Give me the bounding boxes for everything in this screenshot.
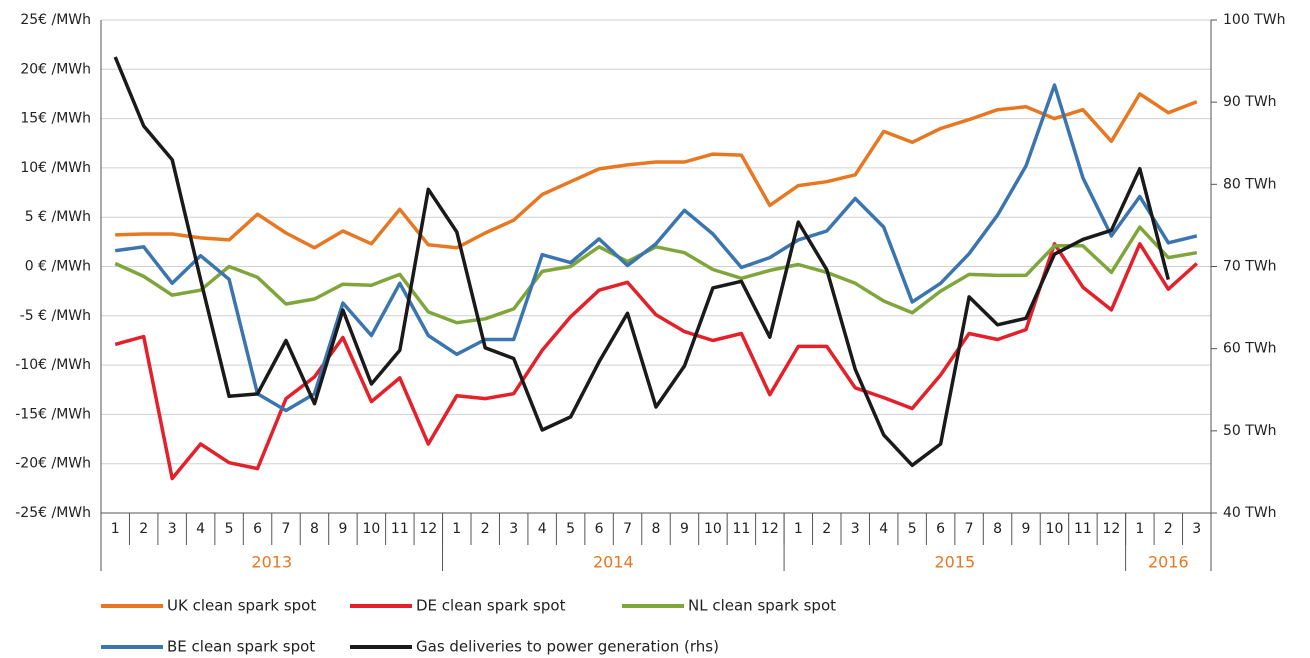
x-tick-label: 10	[362, 521, 380, 537]
y-tick-label: 20€ /MWh	[20, 61, 91, 77]
x-tick-label: 12	[761, 521, 779, 537]
x-tick-label: 2	[1164, 521, 1173, 537]
y-tick-label: -20€ /MWh	[15, 456, 91, 472]
x-tick-label: 1	[1135, 521, 1144, 537]
x-tick-label: 3	[509, 521, 518, 537]
legend-label: BE clean spark spot	[167, 638, 315, 656]
y-tick-label: -10€ /MWh	[15, 357, 91, 373]
x-tick-label: 1	[794, 521, 803, 537]
x-tick-label: 12	[419, 521, 437, 537]
x-tick-label: 4	[879, 521, 888, 537]
year-label: 2015	[934, 553, 975, 572]
y2-tick-label: 80 TWh	[1223, 176, 1277, 192]
y2-tick-label: 40 TWh	[1223, 505, 1277, 521]
year-label: 2016	[1148, 553, 1189, 572]
x-tick-label: 8	[652, 521, 661, 537]
series-line	[114, 242, 1198, 481]
y-tick-label: 10€ /MWh	[20, 160, 91, 176]
x-tick-label: 2	[481, 521, 490, 537]
y-tick-label: -15€ /MWh	[15, 406, 91, 422]
y-tick-label: 5 € /MWh	[25, 209, 91, 225]
series-line	[115, 92, 1198, 250]
x-tick-label: 9	[680, 521, 689, 537]
x-tick-label: 5	[566, 521, 575, 537]
y-tick-label: 15€ /MWh	[20, 111, 91, 127]
x-tick-label: 4	[196, 521, 205, 537]
y2-tick-label: 90 TWh	[1223, 94, 1277, 110]
y-tick-label: -5 € /MWh	[20, 308, 91, 324]
legend-label: DE clean spark spot	[416, 597, 566, 615]
x-tick-label: 5	[225, 521, 234, 537]
legend-label: UK clean spark spot	[167, 597, 316, 615]
x-tick-label: 2	[822, 521, 831, 537]
x-tick-label: 7	[965, 521, 974, 537]
x-tick-label: 4	[538, 521, 547, 537]
y2-tick-label: 100 TWh	[1223, 12, 1285, 28]
x-tick-label: 10	[704, 521, 722, 537]
y-tick-label: -25€ /MWh	[15, 505, 91, 521]
x-tick-label: 11	[391, 521, 409, 537]
series-line	[114, 225, 1198, 325]
x-tick-label: 6	[253, 521, 262, 537]
x-tick-label: 3	[168, 521, 177, 537]
x-tick-label: 6	[936, 521, 945, 537]
x-tick-label: 11	[1074, 521, 1092, 537]
y2-tick-label: 70 TWh	[1223, 259, 1277, 275]
x-tick-label: 8	[993, 521, 1002, 537]
x-tick-label: 5	[908, 521, 917, 537]
year-label: 2013	[251, 553, 292, 572]
x-tick-label: 10	[1046, 521, 1064, 537]
x-tick-label: 7	[623, 521, 632, 537]
y2-tick-label: 60 TWh	[1223, 341, 1277, 357]
x-tick-label: 2	[139, 521, 148, 537]
series-line	[113, 56, 1170, 468]
x-tick-label: 8	[310, 521, 319, 537]
x-tick-label: 6	[595, 521, 604, 537]
legend-label: NL clean spark spot	[688, 597, 836, 615]
x-tick-label: 12	[1102, 521, 1120, 537]
x-tick-label: 11	[732, 521, 750, 537]
x-tick-label: 9	[1022, 521, 1031, 537]
x-tick-label: 3	[851, 521, 860, 537]
x-tick-label: 1	[452, 521, 461, 537]
y-tick-label: 0 € /MWh	[25, 259, 91, 275]
x-tick-label: 3	[1192, 521, 1201, 537]
x-tick-label: 9	[338, 521, 347, 537]
y-tick-label: 25€ /MWh	[20, 12, 91, 28]
x-tick-label: 1	[111, 521, 120, 537]
x-tick-label: 7	[282, 521, 291, 537]
legend-label: Gas deliveries to power generation (rhs)	[416, 638, 719, 656]
year-label: 2014	[593, 553, 634, 572]
series-line	[114, 83, 1198, 413]
y2-tick-label: 50 TWh	[1223, 423, 1277, 439]
